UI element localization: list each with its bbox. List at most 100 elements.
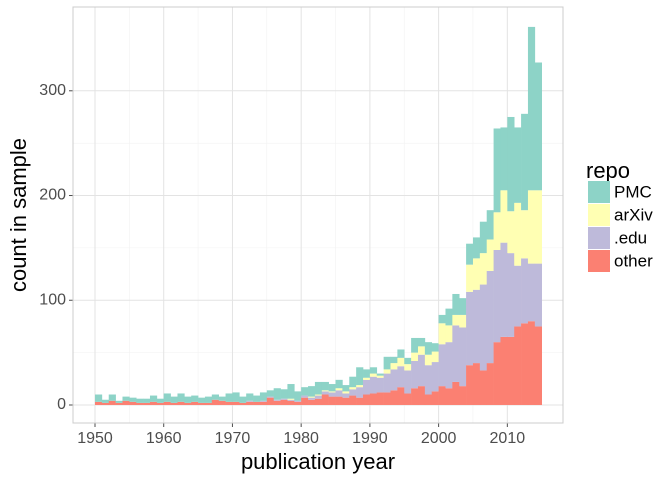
bar-segment <box>452 314 460 326</box>
bar-segment <box>445 342 453 389</box>
bar-segment <box>507 211 515 254</box>
bar-segment <box>335 396 343 405</box>
bar-segment <box>308 397 316 400</box>
bar-segment <box>301 387 309 396</box>
bar-segment <box>177 393 185 402</box>
bar-segment <box>431 362 439 392</box>
legend-key <box>588 227 610 249</box>
bar-segment <box>287 399 295 401</box>
bar-segment <box>328 392 336 397</box>
bar-segment <box>156 402 165 405</box>
bar-segment <box>397 349 405 358</box>
bar-segment <box>225 401 233 405</box>
bar-segment <box>397 366 405 388</box>
bar-segment <box>356 385 364 388</box>
bar-segment <box>191 395 199 402</box>
bar-segment <box>459 298 467 315</box>
bar-segment <box>273 388 281 400</box>
bar-segment <box>397 357 405 367</box>
bar-segment <box>445 388 453 405</box>
bar-segment <box>149 395 158 402</box>
bar-segment <box>514 202 522 266</box>
bar-segment <box>314 394 323 396</box>
bar-segment <box>280 389 288 399</box>
bar-segment <box>452 381 460 405</box>
bar-segment <box>500 127 508 191</box>
bar-segment <box>521 210 529 259</box>
bar-segment <box>314 398 323 405</box>
bar-segment <box>170 402 178 405</box>
bar-segment <box>500 242 508 337</box>
bar-segment <box>493 342 501 405</box>
bar-segment <box>466 291 474 366</box>
bar-segment <box>376 377 384 393</box>
bar-segment <box>273 400 281 405</box>
bar-segment <box>417 346 426 355</box>
bar-segment <box>198 402 206 405</box>
bar-segment <box>253 395 261 402</box>
bar-segment <box>246 393 254 401</box>
bar-segment <box>170 396 178 403</box>
bar-segment <box>383 392 391 405</box>
bar-segment <box>404 357 412 365</box>
bar-segment <box>259 392 268 401</box>
y-tick-label: 0 <box>57 396 66 413</box>
legend-label: arXiv <box>614 205 653 224</box>
bar-segment <box>191 401 199 405</box>
bar-segment <box>527 190 536 264</box>
bar-segment <box>363 379 371 395</box>
bar-segment <box>335 388 343 391</box>
bar-segment <box>335 390 343 397</box>
bar-segment <box>211 399 219 405</box>
x-tick-label: 1950 <box>77 430 113 447</box>
bar-segment <box>459 314 467 328</box>
bar-segment <box>294 400 302 402</box>
bar-segment <box>438 314 446 324</box>
bar-segment <box>383 356 391 370</box>
plot-border <box>72 6 564 424</box>
legend-key <box>588 250 610 272</box>
bar-segment <box>521 258 529 324</box>
bar-segment <box>521 323 529 405</box>
bar-segment <box>342 391 350 394</box>
bar-segment <box>259 401 268 405</box>
bar-segment <box>129 401 137 405</box>
bar-segment <box>390 356 398 364</box>
bar-segment <box>445 308 453 326</box>
bar-segment <box>328 396 336 405</box>
bar-segment <box>534 263 542 327</box>
legend-key <box>588 204 610 226</box>
bar-segment <box>363 369 371 378</box>
bar-segment <box>390 390 398 405</box>
bar-segment <box>232 401 240 405</box>
bar-segment <box>239 396 247 403</box>
bar-segment <box>466 264 474 292</box>
bar-segment <box>376 392 384 405</box>
bar-segment <box>424 365 433 395</box>
bar-segment <box>349 395 357 405</box>
bar-segment <box>232 392 240 402</box>
bar-segment <box>301 395 309 398</box>
bar-segment <box>308 399 316 405</box>
bar-segment <box>156 398 165 403</box>
bar-segment <box>280 399 288 405</box>
bar-segment <box>218 396 226 401</box>
bar-segment <box>534 326 542 405</box>
bar-segment <box>431 391 439 405</box>
bar-segment <box>534 190 542 264</box>
bar-segment <box>287 398 295 400</box>
bar-segment <box>253 401 261 405</box>
bar-segment <box>424 394 433 405</box>
bar-segment <box>177 401 185 405</box>
bar-segment <box>493 212 501 250</box>
bar-segment <box>143 398 151 403</box>
legend-label: other <box>614 251 653 270</box>
bar-segment <box>404 393 412 405</box>
bar-segment <box>521 113 529 211</box>
bar-segment <box>321 390 329 392</box>
bar-segment <box>301 397 309 405</box>
bar-segment <box>472 363 481 405</box>
bar-segment <box>431 343 439 352</box>
bar-segment <box>507 116 515 212</box>
